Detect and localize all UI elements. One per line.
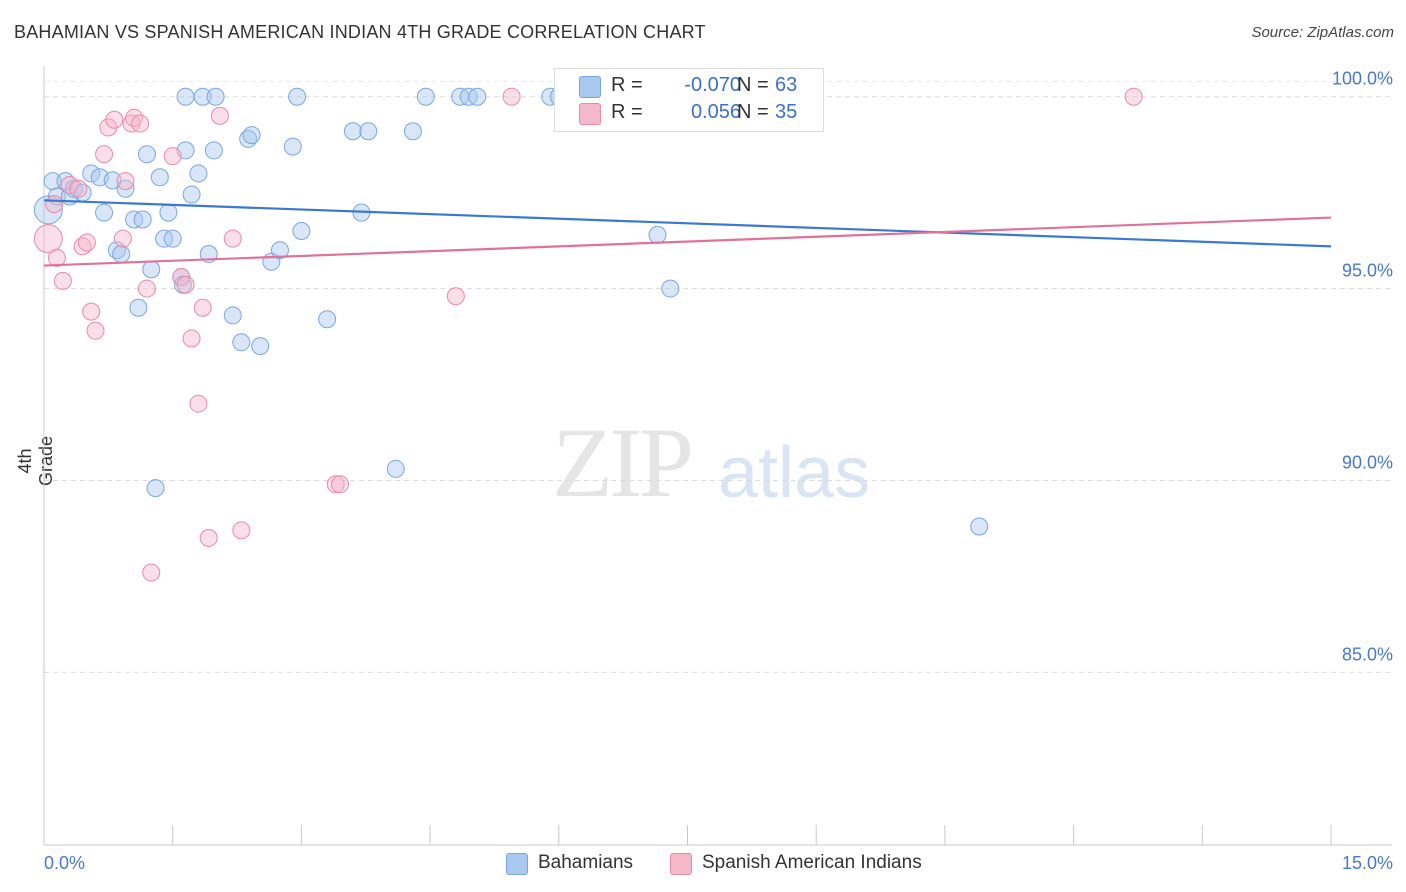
spanish-american-indians-point [77, 233, 96, 252]
spanish-american-indians-point [223, 229, 242, 248]
spanish-american-indians-trend-line [43, 216, 1332, 267]
spanish-american-indians-point [199, 529, 218, 548]
bahamians-point [133, 210, 152, 229]
bahamians-point [116, 179, 135, 198]
spanish-american-indians-point [86, 321, 105, 340]
bahamians-point [468, 87, 487, 106]
spanish-american-indians-point [1124, 87, 1143, 106]
bahamians-point [82, 164, 101, 183]
bahamians-trend-line [43, 199, 1332, 248]
spanish-american-indians-point [33, 224, 63, 254]
bahamians-point [416, 87, 435, 106]
bahamians-point [103, 171, 122, 190]
spanish-american-indians-point [53, 271, 72, 290]
legend-label-bahamians: Bahamians [538, 852, 634, 873]
y-tick-label: 95.0% [1342, 261, 1393, 281]
spanish-american-indians-point [45, 195, 64, 214]
legend-n-value: 63 [775, 74, 798, 96]
y-tick-label: 85.0% [1342, 644, 1393, 664]
bahamians-point [292, 222, 311, 241]
spanish-american-indians-point [105, 110, 124, 129]
legend-swatch-bahamians [506, 853, 528, 875]
bahamians-point [270, 241, 289, 260]
spanish-american-indians-point [232, 521, 251, 540]
spanish-american-indians-point [176, 275, 195, 294]
bahamians-point [159, 203, 178, 222]
bahamians-point [223, 306, 242, 325]
spanish-american-indians-point [331, 475, 350, 494]
bahamians-point [242, 126, 261, 145]
bahamians-point [232, 333, 251, 352]
spanish-american-indians-point [69, 179, 88, 198]
bahamians-point [95, 203, 114, 222]
spanish-american-indians-point [142, 563, 161, 582]
legend-r-value: -0.070 [684, 74, 741, 96]
bahamians-point [318, 310, 337, 329]
bahamians-point [163, 229, 182, 248]
spanish-american-indians-point [163, 147, 182, 166]
bahamians-point [359, 122, 378, 141]
bahamians-point [206, 87, 225, 106]
bahamians-point [661, 279, 680, 298]
chart-title: BAHAMIAN VS SPANISH AMERICAN INDIAN 4TH … [14, 22, 706, 42]
bahamians-point [182, 185, 201, 204]
legend-r-label: R = [611, 74, 643, 96]
spanish-american-indians-point [137, 279, 156, 298]
bahamians-point [146, 479, 165, 498]
spanish-american-indians-point [95, 145, 114, 164]
legend-r-value: 0.056 [690, 101, 741, 123]
spanish-american-indians-point [182, 329, 201, 348]
x-tick-label: 15.0% [1342, 853, 1393, 873]
legend-n-value: 35 [775, 101, 798, 123]
legend-swatch-spanish-american-indians [579, 103, 601, 125]
y-tick-label: 100.0% [1332, 69, 1393, 89]
spanish-american-indians-point [502, 87, 521, 106]
bahamians-point [112, 245, 131, 264]
bahamians-point [251, 337, 270, 356]
stats-legend: R = -0.070 N = 63 R = 0.056 N = 35 [554, 68, 824, 132]
spanish-american-indians-point [116, 172, 135, 191]
bahamians-point [142, 260, 161, 279]
legend-label-spanish-american-indians: Spanish American Indians [702, 852, 922, 873]
bahamians-point [150, 168, 169, 187]
bahamians-point [204, 141, 223, 160]
bahamians-point [970, 517, 989, 536]
legend-n-label: N = [737, 101, 769, 123]
spanish-american-indians-point [189, 394, 208, 413]
legend-r-label: R = [611, 101, 643, 123]
bahamians-point [648, 225, 667, 244]
bahamians-point [137, 145, 156, 164]
spanish-american-indians-point [326, 475, 345, 494]
spanish-american-indians-point [47, 248, 66, 267]
legend-n-label: N = [737, 74, 769, 96]
y-tick-label: 90.0% [1342, 452, 1393, 472]
bahamians-point [343, 122, 362, 141]
spanish-american-indians-point [60, 175, 79, 194]
bahamians-point [283, 137, 302, 156]
spanish-american-indians-point [131, 114, 150, 133]
spanish-american-indians-point [113, 229, 132, 248]
legend-swatch-bahamians [579, 76, 601, 98]
watermark-atlas: atlas [718, 433, 871, 513]
bahamians-point [193, 87, 212, 106]
x-tick-label: 0.0% [44, 853, 85, 873]
legend-swatch-spanish-american-indians [670, 853, 692, 875]
bahamians-point [176, 87, 195, 106]
spanish-american-indians-point [446, 287, 465, 306]
bahamians-point [288, 87, 307, 106]
bahamians-point [403, 122, 422, 141]
bahamians-point [189, 164, 208, 183]
watermark-zip: ZIP [552, 407, 694, 518]
bahamians-point [386, 459, 405, 478]
spanish-american-indians-point [193, 298, 212, 317]
bahamians-point [129, 298, 148, 317]
source-label: Source: ZipAtlas.com [1251, 24, 1394, 41]
series-legend: Bahamians Spanish American Indians [0, 852, 1406, 878]
spanish-american-indians-point [210, 106, 229, 125]
spanish-american-indians-point [82, 302, 101, 321]
